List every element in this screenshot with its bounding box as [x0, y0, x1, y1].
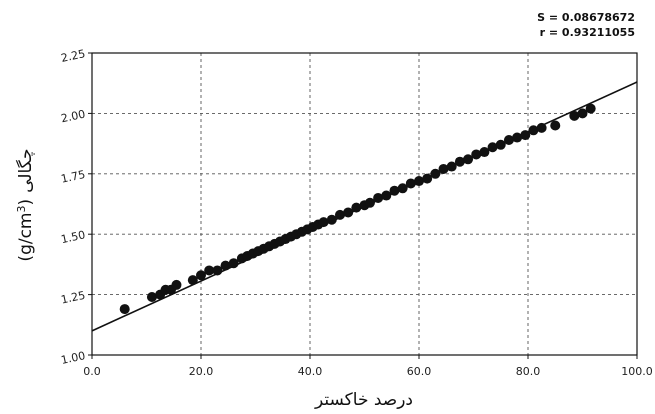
- data-point: [536, 122, 547, 133]
- y-tick-label: 2.25: [60, 47, 87, 65]
- data-point: [528, 125, 539, 136]
- data-point: [119, 304, 130, 315]
- data-point: [471, 149, 482, 160]
- data-point: [479, 147, 490, 158]
- data-point: [512, 132, 523, 143]
- data-point: [487, 142, 498, 153]
- data-point: [171, 279, 182, 290]
- data-point: [204, 265, 215, 276]
- data-point: [389, 185, 400, 196]
- data-point: [438, 163, 449, 174]
- data-point: [146, 292, 157, 303]
- data-point: [381, 190, 392, 201]
- y-axis-title: (g/cm3) چگالی: [15, 148, 36, 261]
- data-points: [119, 103, 596, 315]
- x-tick-label: 60.0: [407, 365, 432, 378]
- x-axis-title: درصد خاکستر: [314, 390, 413, 410]
- data-point: [446, 161, 457, 172]
- y-tick-label: 1.00: [60, 349, 87, 367]
- data-point: [326, 214, 337, 225]
- y-tick-label: 2.00: [60, 108, 87, 126]
- data-point: [495, 139, 506, 150]
- data-point: [196, 270, 206, 281]
- y-tick-label: 1.75: [60, 168, 87, 186]
- stat-s-value: S = 0.08678672: [537, 11, 635, 24]
- y-axis-ticks: 1.00 1.25 1.50 1.75 2.00 2.25: [60, 47, 92, 367]
- data-point: [454, 156, 465, 167]
- data-point: [318, 217, 329, 228]
- data-point: [463, 154, 474, 165]
- data-point: [397, 183, 408, 194]
- data-point: [351, 202, 362, 213]
- data-point: [569, 110, 580, 121]
- plot-frame: [91, 52, 638, 356]
- x-tick-label: 0.0: [83, 365, 101, 378]
- x-tick-label: 20.0: [189, 365, 214, 378]
- data-point: [228, 258, 239, 269]
- data-point: [422, 173, 433, 184]
- data-point: [364, 197, 375, 208]
- stat-r-value: r = 0.93211055: [540, 26, 635, 39]
- x-tick-label: 80.0: [516, 365, 541, 378]
- data-point: [585, 103, 596, 114]
- y-axis-unit-exponent: 3: [15, 206, 28, 213]
- data-point: [212, 265, 223, 276]
- data-point: [334, 209, 345, 220]
- data-point: [503, 134, 514, 145]
- y-axis-word: چگالی: [15, 148, 36, 192]
- data-point: [550, 120, 561, 131]
- data-point: [373, 192, 384, 203]
- x-axis-ticks: 0.0 20.0 40.0 60.0 80.0 100.0: [83, 355, 653, 378]
- data-point: [220, 260, 231, 271]
- y-tick-label: 1.50: [60, 228, 87, 246]
- y-axis-unit-close: ): [16, 199, 36, 206]
- data-point: [430, 168, 441, 179]
- y-axis-unit: (g/cm: [16, 213, 36, 262]
- grid-lines: [92, 53, 637, 355]
- data-point: [187, 275, 198, 286]
- data-point: [405, 178, 416, 189]
- y-tick-label: 1.25: [60, 289, 87, 307]
- x-tick-label: 40.0: [298, 365, 323, 378]
- data-point: [414, 176, 424, 187]
- data-point: [343, 207, 354, 218]
- data-point: [520, 130, 531, 141]
- data-point: [577, 108, 588, 119]
- x-tick-label: 100.0: [621, 365, 653, 378]
